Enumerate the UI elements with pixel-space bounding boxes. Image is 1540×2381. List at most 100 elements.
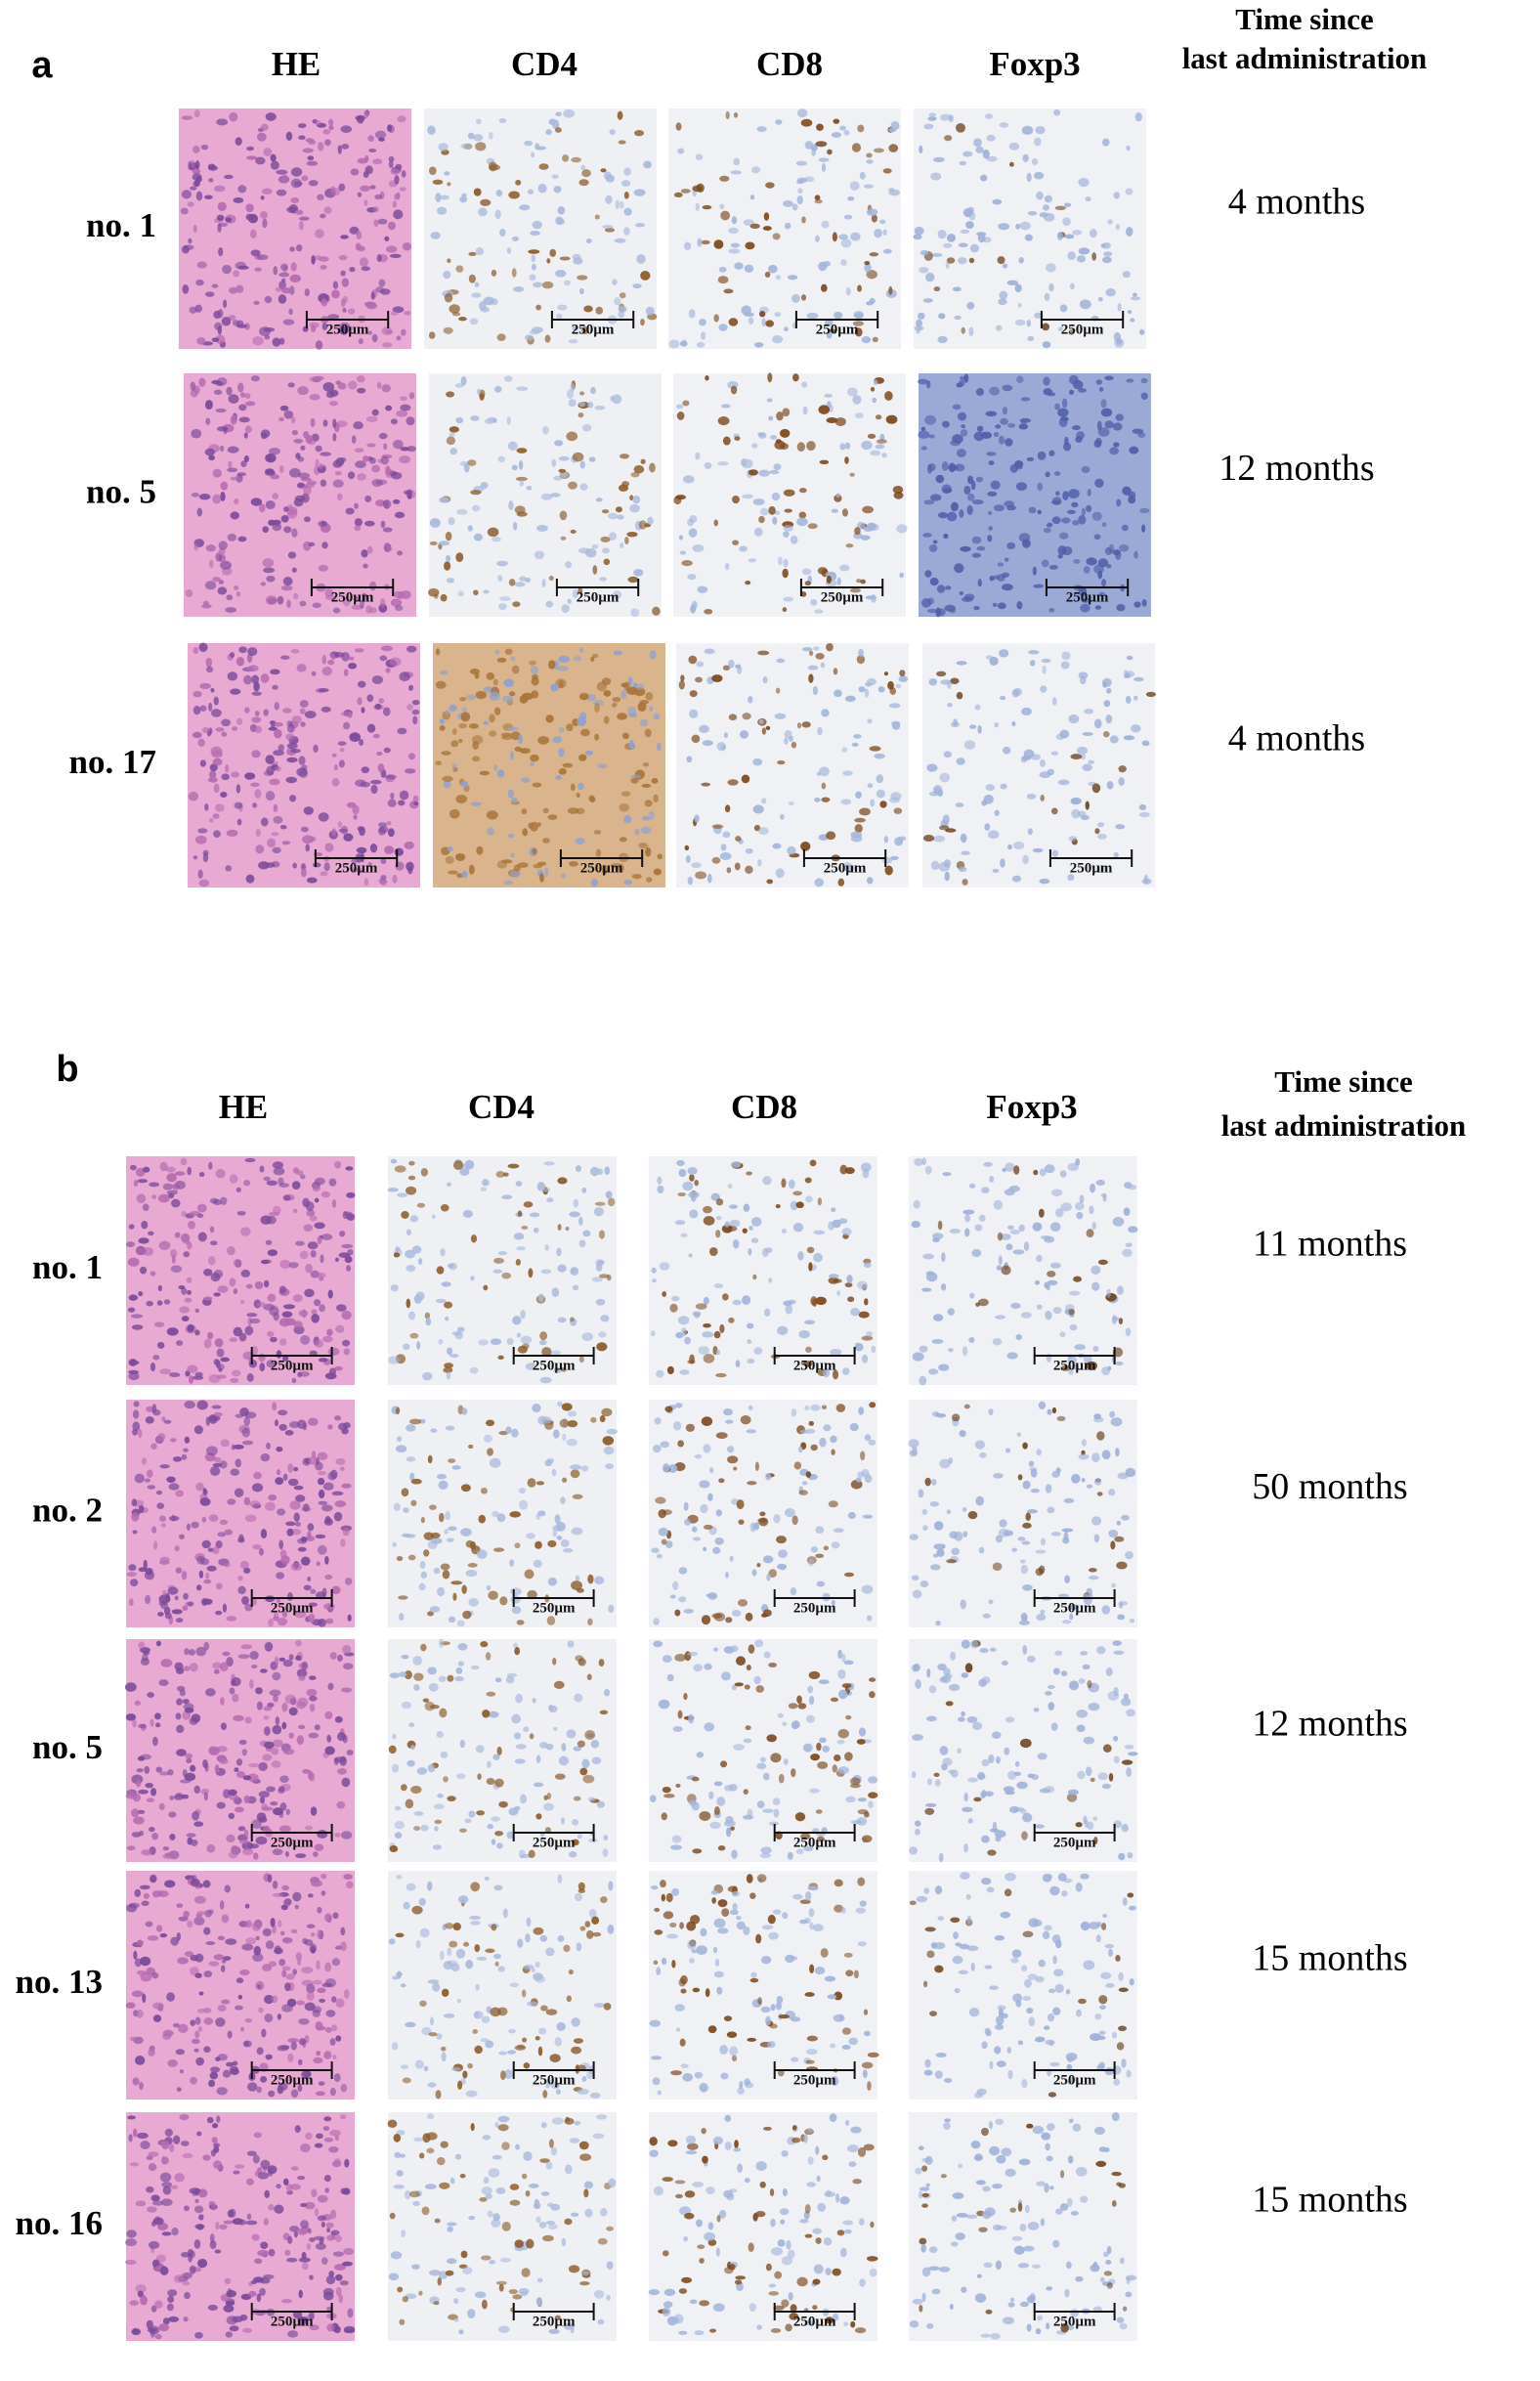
cell [691,862,702,869]
cell [302,1197,310,1208]
cell [285,1808,291,1816]
cell [599,1710,609,1715]
cell [978,1678,987,1688]
cell [406,1883,416,1891]
cell [1043,527,1051,534]
cell [1074,1344,1086,1351]
cell [516,386,529,391]
cell [1019,1808,1027,1814]
cell [280,655,290,660]
cell [1038,1401,1047,1410]
cell [287,1463,294,1473]
cell [217,1285,229,1293]
cell [1078,1677,1086,1684]
cell [1078,387,1087,393]
cell [192,690,202,698]
cell [1060,1365,1071,1371]
cell [778,1773,785,1784]
cell [199,705,207,712]
cell [286,599,291,609]
cell [176,1932,182,1941]
cell [232,726,238,731]
cell [309,1675,317,1680]
cell [833,118,840,124]
cell [653,868,662,876]
cell [516,448,528,454]
cell [316,1561,321,1567]
cell [813,1252,823,1263]
cell [223,1956,232,1961]
cell [259,1165,265,1173]
cell [536,822,541,828]
cell [815,1809,823,1814]
cell [764,1247,773,1253]
cell [855,791,862,800]
cell [364,495,372,502]
cell [445,1316,449,1321]
cell [999,290,1008,300]
cell [253,681,260,692]
cell [285,1521,296,1527]
cell [460,1484,471,1493]
cell [229,1687,235,1695]
cell [545,600,554,608]
cell [314,1197,320,1203]
cell [805,1714,815,1723]
cell [285,776,297,784]
cell [762,1772,770,1781]
cell [238,416,250,423]
cell [997,562,1005,567]
cell [977,1772,986,1781]
cell [845,1796,856,1803]
cell [171,1198,181,1208]
cell [418,1897,426,1906]
micrograph: 250µm [388,1400,619,1627]
cell [551,174,559,180]
cell [226,1657,234,1667]
cell [131,1832,142,1838]
cell [266,575,276,583]
cell [205,1688,216,1697]
cell [708,1246,718,1257]
cell [671,1887,680,1896]
cell [661,1538,667,1545]
cell [590,1739,600,1749]
cell [664,1406,673,1412]
cell [340,1941,347,1952]
cell [1097,833,1107,840]
cell [861,1584,874,1594]
cell [618,311,625,319]
cell [401,1210,409,1219]
cell [866,159,874,164]
cell [137,1179,149,1184]
cell [278,1285,286,1294]
cell [262,1927,272,1937]
cell [268,1211,280,1217]
cell [476,1810,486,1816]
cell [511,1606,522,1615]
cell [246,1373,254,1382]
cell [198,1991,204,1996]
cell [312,1979,322,1985]
cell [281,841,291,845]
cell [1033,1169,1039,1176]
cell [244,1716,252,1724]
cell [261,1803,269,1811]
cell [1118,1318,1124,1324]
cell [628,740,635,750]
cell [204,803,209,811]
cell [1005,1448,1011,1453]
cell [403,1507,409,1514]
cell [1033,171,1045,180]
cell [1017,1474,1023,1481]
cell [918,430,930,439]
cell [346,1265,352,1272]
cell [615,506,622,513]
cell [1050,807,1058,815]
cell [669,1303,678,1313]
cell [1000,417,1008,425]
cell [272,1848,283,1856]
cell [406,489,413,499]
cell [641,815,651,821]
cell [420,1824,429,1832]
